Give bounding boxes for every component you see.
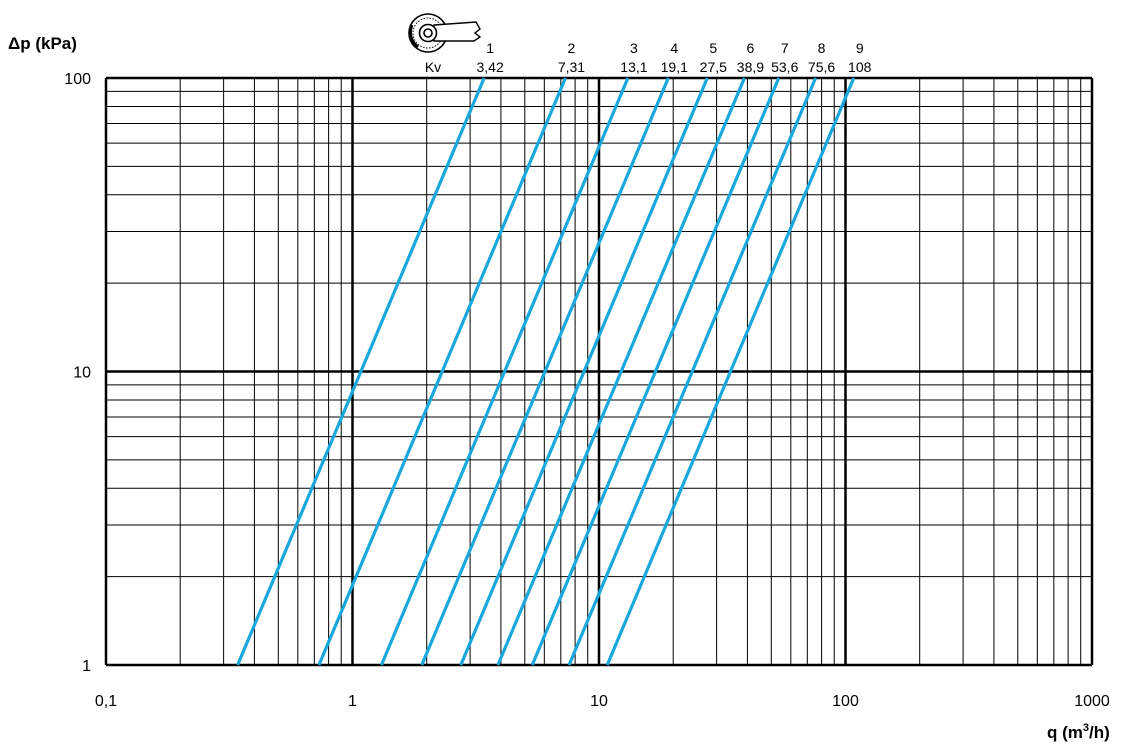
series-line-6: [496, 77, 746, 666]
x-tick-labels: 0,1 1 10 100 1000: [95, 693, 1110, 710]
kv-annotations: 1 3,42 2 7,31 3 13,1 4 19,1 5 27,5 6 38,9 7 53,6 8 75,6…: [477, 40, 872, 75]
setting-number-2: 2: [568, 40, 576, 56]
setting-number-7: 7: [781, 40, 789, 56]
series-line-7: [530, 77, 781, 666]
x-axis-title-end: /h): [1089, 723, 1110, 742]
series-line-5: [459, 77, 709, 666]
y-axis-title: Δp (kPa): [8, 34, 77, 53]
setting-number-1: 1: [486, 40, 494, 56]
kv-value-4: 19,1: [661, 59, 688, 75]
setting-number-9: 9: [856, 40, 864, 56]
y-tick-label: 10: [73, 365, 91, 382]
kv-value-8: 75,6: [808, 59, 835, 75]
x-tick-label: 100: [832, 693, 859, 710]
setting-number-6: 6: [747, 40, 755, 56]
series-lines: [236, 77, 856, 666]
x-axis-title: q (m3/h): [1047, 722, 1110, 742]
setting-number-3: 3: [630, 40, 638, 56]
kv-value-5: 27,5: [700, 59, 727, 75]
setting-number-5: 5: [709, 40, 717, 56]
kv-value-3: 13,1: [620, 59, 647, 75]
y-tick-label: 1: [82, 658, 91, 675]
y-tick-label: 100: [64, 71, 91, 88]
series-line-3: [379, 77, 630, 666]
x-axis-title-sup: 3: [1083, 722, 1089, 734]
y-tick-labels: 1 10 100: [64, 71, 91, 675]
x-tick-label: 1: [348, 693, 357, 710]
series-line-4: [420, 77, 670, 666]
kv-value-9: 108: [848, 59, 872, 75]
x-axis-title-main: q (m: [1047, 723, 1083, 742]
series-line-9: [605, 77, 856, 666]
x-tick-label: 1000: [1074, 693, 1110, 710]
kv-heading-label: Kv: [425, 59, 441, 75]
kv-value-6: 38,9: [737, 59, 764, 75]
setting-number-8: 8: [818, 40, 826, 56]
grid-major-lines: [104, 76, 1094, 667]
valve-handwheel-icon: [408, 13, 482, 53]
x-tick-label: 10: [590, 693, 608, 710]
setting-number-4: 4: [670, 40, 678, 56]
kv-value-1: 3,42: [477, 59, 504, 75]
series-line-1: [236, 77, 486, 666]
series-line-8: [567, 77, 818, 666]
kv-value-7: 53,6: [771, 59, 798, 75]
kv-value-2: 7,31: [558, 59, 585, 75]
x-tick-label: 0,1: [95, 693, 117, 710]
series-line-2: [317, 77, 567, 666]
